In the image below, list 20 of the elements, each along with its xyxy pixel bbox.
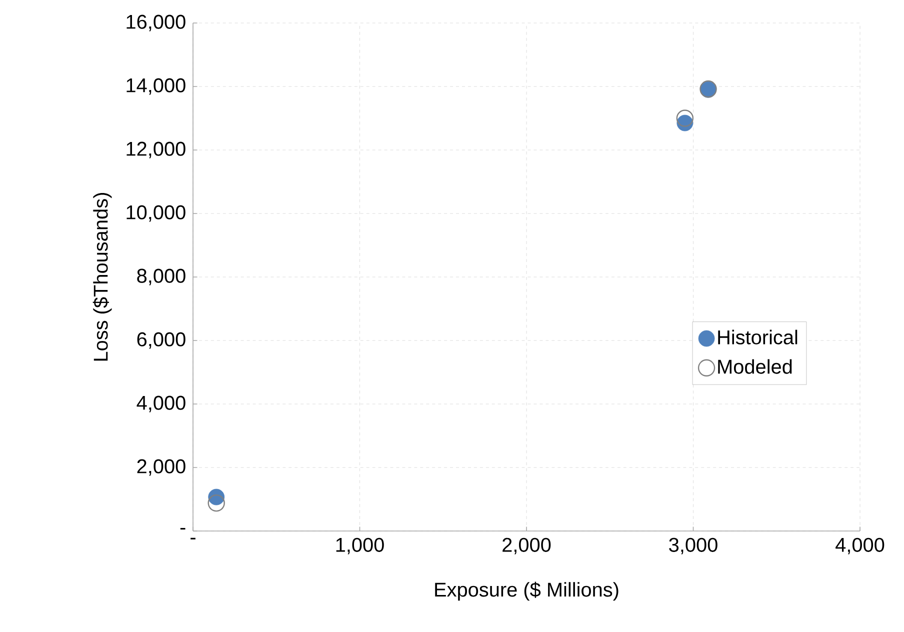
- y-tick-label: 12,000: [126, 142, 186, 158]
- legend-label: Modeled: [718, 359, 792, 374]
- y-tick-label: 4,000: [136, 396, 186, 412]
- point: [208, 494, 225, 512]
- x-tick-label: 1,000: [336, 538, 384, 554]
- legend-label: Historical: [718, 330, 798, 344]
- y-tick-label: 2,000: [137, 459, 186, 476]
- y-tick-label: 14,000: [126, 78, 186, 95]
- y-tick-label: 8,000: [137, 268, 186, 286]
- y-tick-label: 6,000: [137, 332, 186, 349]
- x-tick-label: -: [190, 538, 196, 540]
- y-axis-title: Loss ($Thousands): [92, 192, 112, 361]
- point: [676, 110, 694, 127]
- y-tick-label: 16,000: [126, 14, 186, 32]
- y-tick-label: -: [180, 528, 186, 530]
- x-axis-title: Exposure ($ Millions): [435, 582, 618, 601]
- x-tick-label: 4,000: [836, 538, 884, 554]
- x-tick-label: 3,000: [669, 538, 718, 554]
- x-tick-label: 2,000: [502, 538, 551, 554]
- y-tick-label: 10,000: [126, 205, 186, 222]
